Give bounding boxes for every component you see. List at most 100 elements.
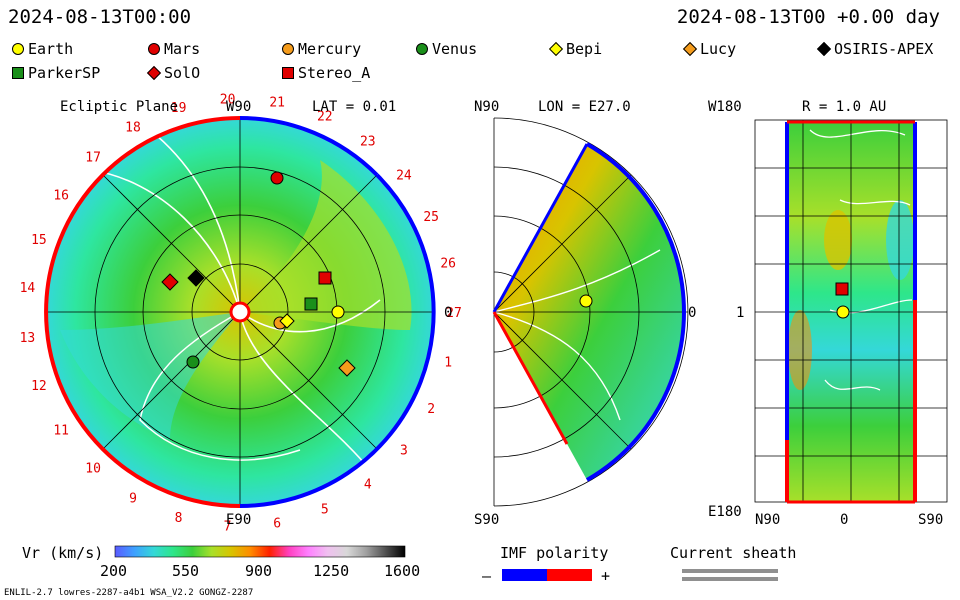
sheath-label: Current sheath [670,544,796,562]
ring-number-label: 25 [423,210,439,225]
legend-label: Mercury [298,40,362,58]
colorbar-tick: 1600 [384,562,420,580]
colorbar-tick: 1250 [313,562,349,580]
ring-number-label: 17 [85,150,101,165]
imf-negative-swatch [502,569,547,581]
imf-polarity-edge [492,143,589,313]
ring-number-label: 24 [396,168,412,183]
colorbar-tick: 200 [100,562,127,580]
legend-label: ParkerSP [28,64,101,82]
meridional-right-label: 0 [688,305,696,321]
header-time-right: 2024-08-13T00 +0.00 day [676,6,940,28]
legend-solo: SolO [146,64,201,82]
radial-axis-label: 0 [840,512,848,528]
meridional-lon-label: LON = E27.0 [538,99,631,115]
ring-number-label: 22 [317,110,333,125]
radial-axis-label: N90 [755,512,780,528]
ring-number-label: 23 [360,134,376,149]
legend-parkersp: ParkerSP [12,64,100,82]
bepi-marker [279,313,295,329]
legend-lucy: Lucy [682,40,736,58]
ring-number-label: 1 [444,355,452,370]
header-time-left: 2024-08-13T00:00 [8,6,192,28]
legend-label: Earth [28,40,74,58]
colorbar-bar [114,545,406,558]
radial-axis-label: S90 [918,512,943,528]
footer-model-info: ENLIL-2.7 lowres-2287-a4b1 WSA_V2.2 GONG… [4,588,254,598]
streamline [239,311,371,471]
imf-minus: – [482,567,492,585]
earth-marker-icon [12,43,24,55]
colorbar-tick: 550 [172,562,199,580]
legend-label: Stereo_A [298,64,371,82]
mars-marker-icon [148,43,160,55]
radial-top-left-label: W180 [708,99,742,115]
ring-number-label: 9 [129,491,137,506]
mercury-marker-icon [282,43,294,55]
imf-plus: + [601,567,610,585]
streamline [493,311,621,421]
meridional-top-label: N90 [474,99,499,115]
ring-number-label: 19 [171,101,187,116]
ring-number-label: 16 [53,188,69,203]
current-sheath-line [139,311,301,461]
imf-polarity-arc [44,116,241,508]
fast-wind-region [824,210,852,270]
colorbar-tick: 900 [245,562,272,580]
sun-icon [229,301,251,323]
legend-bepi: Bepi [548,40,603,58]
radial-panel: W180 R = 1.0 AU 1 E180 N90 0 S90 [708,99,948,528]
imf-polarity-edge [492,311,569,445]
ring-number-label: 20 [220,92,236,107]
ring-number-label: 18 [125,121,141,136]
meridional-panel: N90 LON = E27.0 S90 0 [474,99,696,528]
parkersp-marker [304,297,318,311]
legend-label: Bepi [566,40,603,58]
imf-polarity-arc [239,116,379,177]
radial-mid-label: 1 [736,305,744,321]
lucy-marker [338,359,356,377]
ecliptic-top-label: W90 [226,99,251,115]
streamline [89,169,241,313]
radial-bottom-left-label: E180 [708,504,742,520]
ring-number-label: 3 [400,444,408,459]
osiris-apex-marker [187,269,205,287]
ring-number-label: 4 [364,478,372,493]
imf-legend: IMF polarity – + [482,544,610,585]
meridional-bottom-label: S90 [474,512,499,528]
legend-label: Mars [164,40,201,58]
mars-marker [270,171,284,185]
legend-osiris-apex: OSIRIS-APEX [816,40,933,58]
ring-number-label: 10 [85,462,101,477]
sheath-swatch [682,577,778,581]
imf-label: IMF polarity [500,544,608,562]
ring-number-label: 26 [440,257,456,272]
current-sheath-line [493,249,661,313]
solo-marker [161,273,179,291]
parkersp-marker-icon [12,67,24,79]
ring-number-label: 12 [31,379,47,394]
imf-polarity-arc [239,173,436,508]
ring-number-label: 21 [269,95,285,110]
ecliptic-right-label: 0 [444,305,452,321]
ring-number-label: 5 [321,503,329,518]
slow-wind-region [886,200,914,280]
colorbar: Vr (km/s) 200 550 900 1250 1600 [22,544,420,580]
grid-axis [493,174,632,313]
legend-label: Venus [432,40,478,58]
venus-marker-icon [416,43,428,55]
imf-positive-swatch [547,569,592,581]
streamline [149,129,241,313]
sheath-swatch [682,569,778,573]
ring-number-label: 6 [273,517,281,532]
grid-axis [493,311,632,450]
ecliptic-lat-label: LAT = 0.01 [312,99,396,115]
imf-polarity-arc [585,142,686,482]
ring-number-label: 2 [427,402,435,417]
legend-label: SolO [164,64,201,82]
legend-stereo-a: Stereo_A [282,64,370,82]
legend-venus: Venus [416,40,477,58]
